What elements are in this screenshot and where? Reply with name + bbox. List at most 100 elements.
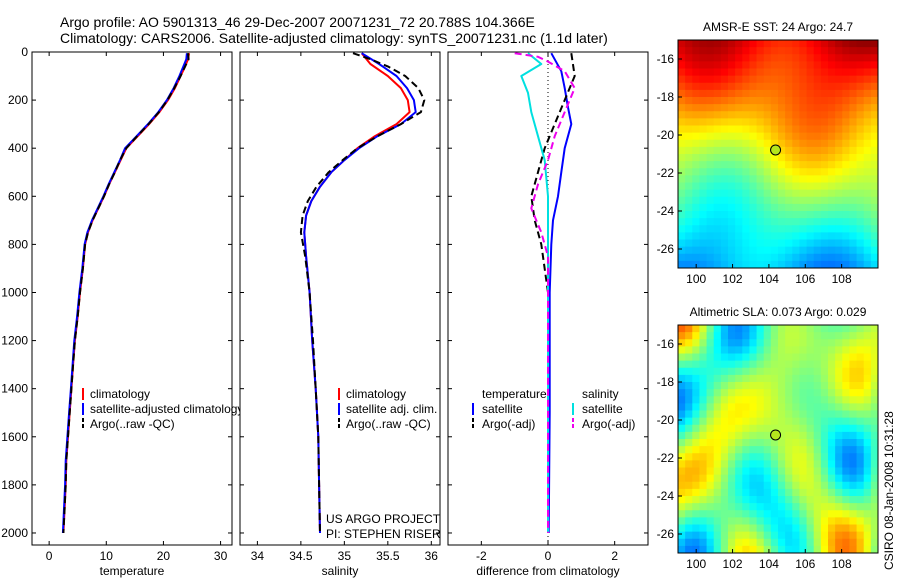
heatmap-cell — [728, 54, 736, 62]
heatmap-cell — [778, 424, 786, 433]
heatmap-cell — [728, 325, 736, 333]
heatmap-cell — [678, 118, 686, 126]
heatmap-cell — [735, 545, 743, 554]
heatmap-cell — [706, 431, 715, 440]
heatmap-cell — [720, 488, 729, 497]
heatmap-cell — [706, 325, 715, 333]
heatmap-cell — [842, 253, 850, 262]
heatmap-cell — [685, 531, 693, 540]
y-tick-label: 1600 — [1, 430, 28, 444]
heatmap-cell — [806, 517, 815, 525]
heatmap-cell — [742, 453, 750, 461]
heatmap-cell — [785, 68, 793, 77]
heatmap-cell — [842, 168, 850, 176]
series-group — [514, 52, 576, 534]
heatmap-cell — [870, 367, 879, 376]
heatmap-cell — [720, 360, 729, 369]
heatmap-cell — [820, 175, 829, 183]
heatmap-cell — [785, 232, 793, 240]
heatmap-cell — [692, 382, 700, 390]
heatmap-cell — [728, 139, 736, 148]
heatmap-cell — [856, 182, 865, 191]
heatmap-cell — [863, 125, 872, 134]
heatmap-cell — [785, 325, 793, 333]
heatmap-cell — [735, 61, 743, 69]
heatmap-cell — [820, 453, 829, 461]
heatmap-cell — [756, 168, 765, 176]
heatmap-cell — [820, 118, 829, 126]
heatmap-cell — [849, 75, 857, 84]
heatmap-cell — [849, 367, 857, 376]
heatmap-cell — [756, 431, 765, 440]
heatmap-cell — [820, 211, 829, 219]
heatmap-cell — [678, 161, 686, 169]
heatmap-cell — [706, 146, 715, 155]
x-tick-label: 100 — [686, 557, 706, 571]
heatmap-cell — [685, 403, 693, 411]
heatmap-cell — [685, 503, 693, 511]
heatmap-cell — [785, 517, 793, 525]
heatmap-cell — [849, 382, 857, 390]
heatmap-cell — [720, 353, 729, 362]
heatmap-cell — [785, 424, 793, 433]
heatmap-cell — [870, 382, 879, 390]
heatmap-cell — [820, 496, 829, 504]
heatmap-cell — [706, 417, 715, 426]
heatmap-cell — [870, 339, 879, 347]
heatmap-cell — [678, 403, 686, 411]
heatmap-cell — [792, 196, 800, 205]
heatmap-cell — [706, 54, 715, 62]
heatmap-cell — [749, 132, 757, 141]
heatmap-cell — [749, 82, 757, 91]
heatmap-cell — [806, 353, 815, 362]
heatmap-cell — [756, 218, 765, 226]
heatmap-cell — [835, 146, 843, 155]
plot-frame — [239, 51, 441, 546]
heatmap-cell — [806, 367, 815, 376]
x-tick-label: 2 — [611, 549, 618, 563]
heatmap-cell — [792, 239, 800, 248]
heatmap-cell — [849, 125, 857, 134]
heatmap-cell — [792, 54, 800, 62]
heatmap-cell — [692, 125, 700, 134]
heatmap-cell — [863, 111, 872, 119]
heatmap-cell — [792, 360, 800, 369]
heatmap-cell — [849, 89, 857, 98]
series-group — [61, 53, 191, 534]
heatmap-cell — [699, 111, 707, 119]
heatmap-cell — [778, 82, 786, 91]
heatmap-cell — [692, 346, 700, 354]
heatmap-cell — [699, 189, 707, 198]
heatmap-cell — [863, 524, 872, 533]
heatmap-cell — [856, 431, 865, 440]
heatmap-cell — [763, 353, 772, 362]
heatmap-cell — [699, 97, 707, 105]
heatmap-cell — [713, 139, 722, 148]
heatmap-cell — [835, 439, 843, 447]
heatmap-cell — [756, 175, 765, 183]
heatmap-cell — [749, 496, 757, 504]
heatmap-cell — [756, 54, 765, 62]
heatmap-cell — [778, 118, 786, 126]
heatmap-cell — [692, 410, 700, 419]
heatmap-cell — [678, 382, 686, 390]
heatmap-cell — [785, 218, 793, 226]
heatmap-cell — [849, 474, 857, 483]
heatmap-cell — [742, 168, 750, 176]
heatmap-cell — [713, 132, 722, 141]
heatmap-cell — [742, 232, 750, 240]
heatmap-cell — [799, 360, 807, 369]
heatmap-cell — [806, 175, 815, 183]
heatmap-cell — [713, 97, 722, 105]
heatmap-cell — [828, 374, 836, 383]
heatmap-cell — [799, 531, 807, 540]
heatmap-cell — [863, 360, 872, 369]
heatmap-cell — [870, 47, 879, 55]
y-tick-label: -26 — [657, 242, 675, 256]
map-frame — [677, 39, 879, 269]
x-tick-label: 102 — [723, 272, 743, 286]
heatmap-cell — [713, 40, 722, 48]
map-title: Altimetric SLA: 0.073 Argo: 0.029 — [690, 305, 867, 319]
heatmap-cell — [778, 325, 786, 333]
heatmap-cell — [785, 367, 793, 376]
